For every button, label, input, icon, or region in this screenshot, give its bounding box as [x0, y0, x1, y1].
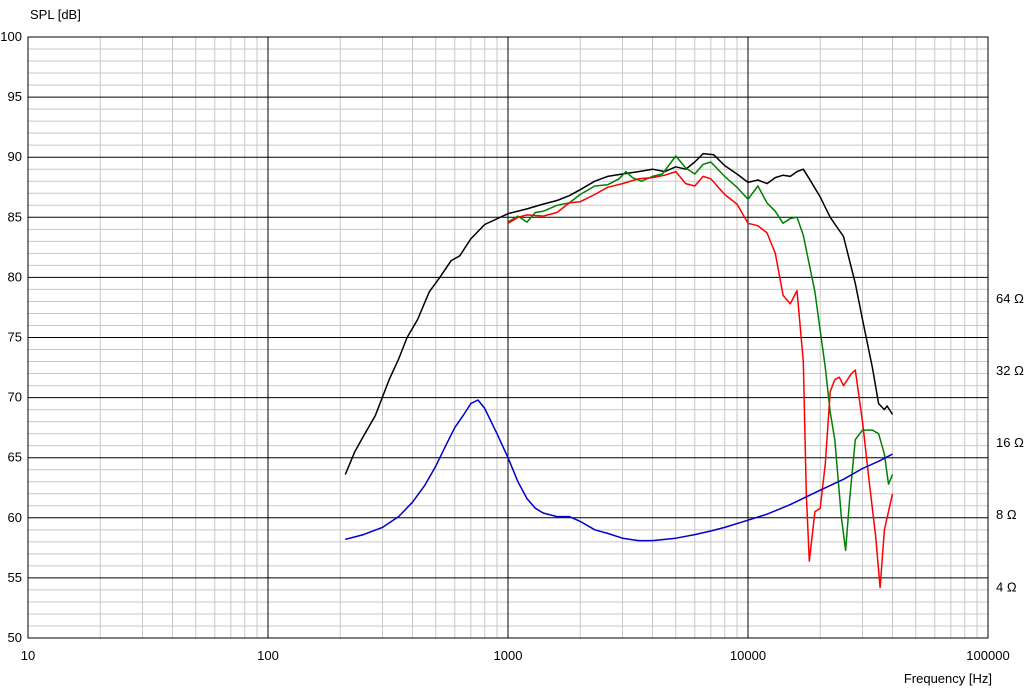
- impedance-tick-label: 8 Ω: [996, 507, 1017, 522]
- y-tick-label: 75: [8, 330, 22, 345]
- y-tick-label: 70: [8, 390, 22, 405]
- x-tick-label: 10000: [730, 648, 766, 663]
- y-tick-label: 65: [8, 450, 22, 465]
- impedance-axis-tick-labels: 4 Ω 8 Ω 16 Ω 32 Ω 64 Ω: [996, 291, 1024, 594]
- x-tick-label: 10: [21, 648, 35, 663]
- x-tick-label: 100000: [966, 648, 1009, 663]
- y-tick-label: 80: [8, 269, 22, 284]
- y-tick-label: 100: [0, 29, 22, 44]
- y-axis-label: SPL [dB]: [30, 7, 81, 22]
- impedance-tick-label: 32 Ω: [996, 363, 1024, 378]
- x-axis-tick-labels: 10 100 1000 10000 100000: [21, 648, 1010, 663]
- impedance-tick-label: 4 Ω: [996, 579, 1017, 594]
- y-tick-label: 60: [8, 510, 22, 525]
- series-layer: [344, 152, 894, 589]
- y-tick-label: 55: [8, 570, 22, 585]
- series-line-1: [344, 152, 894, 475]
- series-line-4: [345, 399, 893, 542]
- impedance-tick-label: 64 Ω: [996, 291, 1024, 306]
- series-line-2: [507, 155, 894, 552]
- plot-frame: [27, 36, 989, 639]
- series-line-3: [507, 170, 894, 589]
- x-tick-label: 1000: [494, 648, 523, 663]
- y-tick-label: 95: [8, 89, 22, 104]
- x-tick-label: 100: [257, 648, 279, 663]
- y-axis-tick-labels: 50 55 60 65 70 75 80 85 90 95 100: [0, 29, 22, 645]
- y-tick-label: 85: [8, 209, 22, 224]
- y-tick-label: 90: [8, 149, 22, 164]
- y-tick-label: 50: [8, 630, 22, 645]
- impedance-tick-label: 16 Ω: [996, 435, 1024, 450]
- x-axis-label: Frequency [Hz]: [904, 671, 992, 686]
